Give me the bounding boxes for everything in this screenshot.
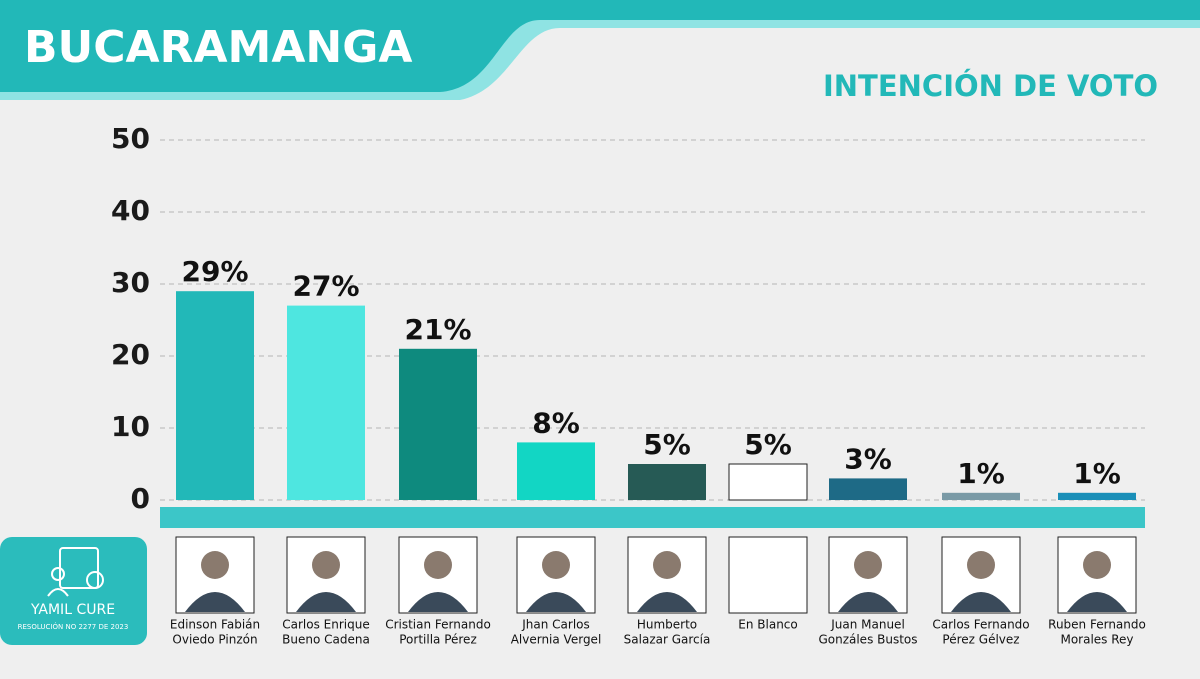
photo-body bbox=[296, 592, 356, 612]
photo-head bbox=[854, 551, 882, 579]
bar-base bbox=[160, 507, 1145, 528]
photo-body bbox=[185, 592, 245, 612]
x-tick-label: Carlos Fernando bbox=[932, 618, 1029, 632]
x-tick-label: Jhan Carlos bbox=[521, 618, 590, 632]
bar bbox=[287, 305, 365, 500]
value-label: 5% bbox=[643, 428, 691, 461]
photo-body bbox=[951, 592, 1011, 612]
y-tick-label: 0 bbox=[131, 482, 150, 515]
y-tick-label: 40 bbox=[111, 194, 150, 227]
x-tick-label: Alvernia Vergel bbox=[511, 633, 602, 647]
value-label: 1% bbox=[1073, 457, 1121, 490]
photo-body bbox=[526, 592, 586, 612]
photo-head bbox=[967, 551, 995, 579]
photo-head bbox=[424, 551, 452, 579]
chart-subtitle: INTENCIÓN DE VOTO bbox=[823, 69, 1158, 103]
photo-body bbox=[408, 592, 468, 612]
bar bbox=[942, 492, 1020, 500]
value-label: 5% bbox=[744, 428, 792, 461]
photo-head bbox=[1083, 551, 1111, 579]
photo-head bbox=[653, 551, 681, 579]
value-label: 27% bbox=[292, 270, 359, 303]
x-tick-label: Bueno Cadena bbox=[282, 633, 370, 647]
value-label: 8% bbox=[532, 406, 580, 439]
x-tick-label: Salazar García bbox=[624, 633, 711, 647]
x-tick-label: Portilla Pérez bbox=[399, 633, 477, 647]
y-tick-label: 10 bbox=[111, 410, 150, 443]
chart-title: BUCARAMANGA bbox=[24, 22, 412, 73]
bar bbox=[399, 348, 477, 500]
value-label: 21% bbox=[404, 313, 471, 346]
y-tick-label: 50 bbox=[111, 122, 150, 155]
logo-box bbox=[0, 537, 147, 645]
header-band bbox=[0, 0, 1200, 92]
logo-icon bbox=[47, 547, 104, 597]
bar bbox=[728, 463, 808, 501]
photo-frame bbox=[728, 536, 808, 614]
photo-head bbox=[542, 551, 570, 579]
x-tick-label: Cristian Fernando bbox=[385, 618, 491, 632]
logo-resolution: RESOLUCIÓN NO 2277 DE 2023 bbox=[18, 622, 129, 631]
bar bbox=[517, 442, 595, 500]
photo-body bbox=[838, 592, 898, 612]
x-tick-label: Carlos Enrique bbox=[282, 618, 369, 632]
x-tick-label: Edinson Fabián bbox=[170, 618, 260, 632]
x-tick-label: Morales Rey bbox=[1060, 633, 1133, 647]
y-tick-label: 20 bbox=[111, 338, 150, 371]
bar bbox=[1058, 492, 1136, 500]
logo-name: YAMIL CURE bbox=[30, 602, 115, 618]
x-tick-label: Oviedo Pinzón bbox=[172, 633, 257, 647]
x-tick-label: Pérez Gélvez bbox=[942, 633, 1019, 647]
x-tick-label: Ruben Fernando bbox=[1048, 618, 1146, 632]
x-tick-label: Gonzáles Bustos bbox=[818, 633, 917, 647]
photo-body bbox=[637, 592, 697, 612]
bar bbox=[628, 464, 706, 500]
y-tick-label: 30 bbox=[111, 266, 150, 299]
value-label: 3% bbox=[844, 442, 892, 475]
photo-head bbox=[312, 551, 340, 579]
bar bbox=[176, 291, 254, 500]
x-tick-label: En Blanco bbox=[738, 618, 797, 632]
value-label: 29% bbox=[181, 255, 248, 288]
x-tick-label: Humberto bbox=[637, 618, 697, 632]
photo-head bbox=[201, 551, 229, 579]
bar bbox=[829, 478, 907, 500]
value-label: 1% bbox=[957, 457, 1005, 490]
photo-body bbox=[1067, 592, 1127, 612]
x-tick-label: Juan Manuel bbox=[830, 618, 905, 632]
